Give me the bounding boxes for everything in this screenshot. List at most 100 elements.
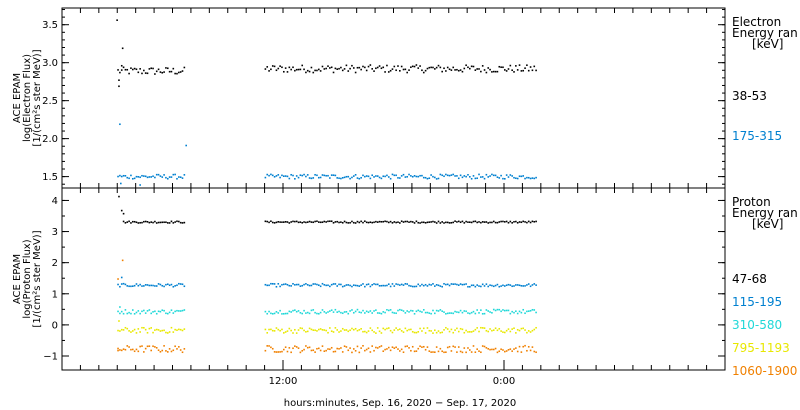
electron-point bbox=[178, 71, 180, 74]
proton-point bbox=[365, 310, 368, 313]
proton-point bbox=[489, 348, 491, 351]
electron-point bbox=[146, 72, 149, 75]
electron-point bbox=[448, 174, 451, 177]
proton-point bbox=[526, 284, 528, 286]
proton-point bbox=[404, 312, 407, 314]
electron-point bbox=[470, 65, 473, 68]
electron-point bbox=[144, 72, 147, 74]
electron-point bbox=[457, 69, 460, 72]
proton-point bbox=[266, 332, 269, 334]
proton-point bbox=[292, 220, 294, 223]
electron-point bbox=[507, 68, 510, 70]
x-axis-label: hours:minutes, Sep. 16, 2020 − Sep. 17, … bbox=[284, 398, 517, 409]
electron-point bbox=[297, 68, 300, 71]
electron-point bbox=[399, 177, 401, 179]
proton-point bbox=[323, 329, 326, 331]
proton-point bbox=[435, 222, 438, 224]
proton-point bbox=[168, 222, 171, 224]
proton-point bbox=[393, 285, 396, 287]
electron-point bbox=[264, 176, 267, 179]
electron-point bbox=[492, 174, 495, 177]
proton-point bbox=[384, 348, 386, 351]
proton-point bbox=[157, 349, 160, 352]
proton-point bbox=[535, 284, 537, 286]
proton-point bbox=[154, 285, 156, 287]
proton-point bbox=[491, 221, 493, 224]
electron-point bbox=[275, 175, 278, 177]
proton-point bbox=[168, 331, 171, 333]
proton-point bbox=[518, 310, 521, 313]
proton-point bbox=[139, 221, 141, 224]
proton-point bbox=[410, 328, 412, 331]
proton-point bbox=[336, 329, 339, 331]
proton-point bbox=[434, 221, 436, 223]
electron-ylabel-line: ACE EPAM bbox=[12, 73, 23, 123]
proton-point bbox=[364, 312, 366, 314]
electron-point bbox=[119, 71, 121, 74]
proton-point bbox=[141, 326, 143, 329]
proton-point bbox=[362, 330, 364, 333]
proton-point bbox=[391, 283, 394, 285]
electron-point bbox=[179, 71, 182, 73]
proton-point bbox=[439, 222, 442, 224]
proton-point bbox=[338, 310, 340, 313]
proton-point bbox=[172, 312, 175, 314]
proton-point bbox=[437, 330, 440, 332]
proton-point bbox=[426, 346, 429, 348]
proton-point bbox=[389, 285, 392, 288]
proton-point bbox=[445, 351, 447, 353]
electron-point bbox=[380, 67, 383, 70]
proton-point bbox=[343, 285, 346, 287]
proton-point bbox=[378, 312, 381, 314]
proton-point bbox=[332, 311, 335, 313]
proton-point bbox=[308, 312, 311, 315]
electron-point bbox=[402, 173, 405, 176]
proton-point bbox=[428, 350, 431, 352]
electron-point bbox=[317, 176, 320, 179]
electron-point bbox=[364, 175, 366, 178]
electron-point bbox=[351, 176, 353, 179]
proton-point bbox=[365, 221, 368, 224]
proton-point bbox=[410, 285, 412, 287]
proton-point bbox=[516, 221, 519, 224]
electron-point bbox=[178, 176, 180, 178]
electron-point bbox=[452, 173, 455, 176]
proton-point bbox=[481, 283, 484, 286]
proton-point bbox=[399, 350, 401, 352]
proton-point bbox=[317, 347, 320, 350]
proton-point bbox=[306, 221, 309, 223]
proton-point bbox=[402, 221, 405, 223]
proton-point bbox=[317, 221, 320, 223]
electron-point bbox=[375, 175, 377, 177]
proton-point bbox=[332, 283, 335, 285]
proton-point bbox=[376, 221, 379, 223]
proton-point bbox=[387, 309, 390, 312]
proton-point bbox=[448, 284, 451, 287]
proton-point bbox=[174, 310, 176, 313]
electron-point bbox=[273, 175, 276, 178]
proton-point bbox=[422, 327, 425, 330]
proton-point bbox=[406, 345, 408, 347]
proton-point bbox=[375, 220, 377, 223]
proton-point bbox=[531, 308, 534, 311]
electron-point bbox=[365, 69, 368, 72]
proton-point bbox=[391, 346, 394, 348]
proton-point bbox=[135, 348, 138, 351]
electron-point bbox=[349, 177, 351, 180]
proton-point bbox=[124, 283, 127, 286]
proton-point bbox=[163, 221, 165, 224]
proton-point bbox=[422, 309, 425, 311]
proton-series-1060-1900 bbox=[117, 259, 537, 354]
electron-point bbox=[432, 66, 434, 69]
electron-point bbox=[183, 174, 186, 176]
electron-point bbox=[362, 65, 364, 68]
proton-point bbox=[446, 283, 449, 286]
proton-point bbox=[168, 284, 171, 287]
proton-point bbox=[135, 221, 138, 224]
electron-point bbox=[341, 177, 344, 179]
electron-point bbox=[516, 69, 519, 71]
electron-point bbox=[487, 67, 490, 69]
electron-point bbox=[535, 69, 537, 72]
electron-point bbox=[131, 177, 134, 180]
electron-point bbox=[135, 68, 138, 71]
